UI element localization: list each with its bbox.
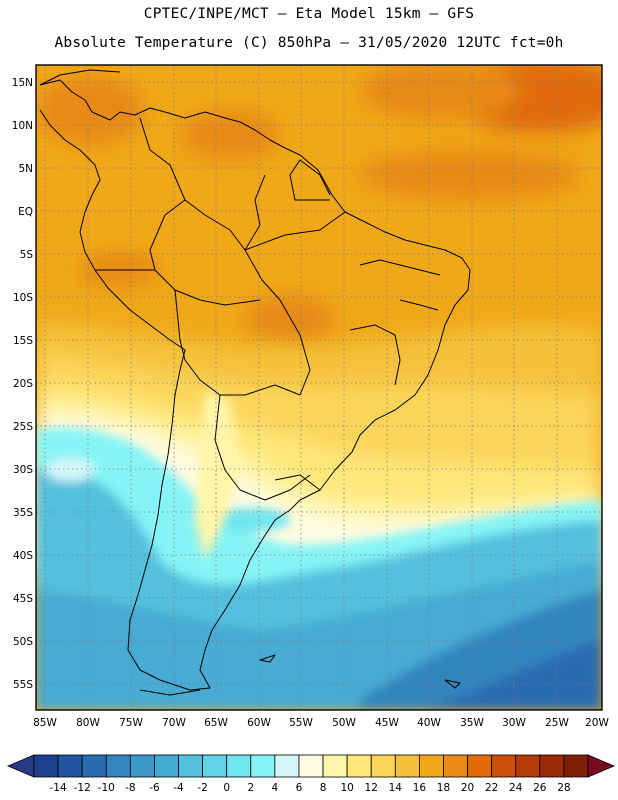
lon-label: 20W	[585, 717, 609, 729]
colorbar-swatch	[443, 754, 468, 778]
colorbar-swatch	[467, 754, 493, 778]
colorbar-swatch	[539, 754, 565, 778]
lat-label: EQ	[18, 206, 33, 218]
lat-label: 5N	[18, 163, 33, 175]
colorbar-swatch	[370, 754, 396, 778]
colorbar-swatch	[563, 754, 589, 778]
colorbar-tick-label: 28	[557, 782, 570, 794]
lat-label: 55S	[13, 679, 33, 691]
longitude-labels: 85W 80W 75W 70W 65W 60W 55W 50W 45W 40W …	[33, 717, 609, 729]
colorbar-tick-label: 4	[272, 782, 279, 794]
lon-label: 70W	[162, 717, 186, 729]
colorbar-swatch	[418, 754, 444, 778]
colorbar-swatch	[298, 754, 324, 778]
lon-label: 85W	[33, 717, 57, 729]
lon-label: 30W	[502, 717, 526, 729]
lon-label: 45W	[375, 717, 399, 729]
colorbar-tick-label: -2	[197, 782, 207, 794]
colorbar-swatch	[33, 754, 59, 778]
lat-label: 50S	[13, 636, 33, 648]
lon-label: 75W	[119, 717, 143, 729]
colorbar-low-arrow	[6, 754, 35, 778]
lon-label: 60W	[247, 717, 271, 729]
colorbar-swatch	[57, 754, 83, 778]
colorbar-tick-label: 18	[437, 782, 450, 794]
colorbar-swatch	[346, 754, 372, 778]
coastlines	[39, 69, 471, 696]
lat-label: 15S	[13, 335, 33, 347]
latitude-labels: 15N 10N 5N EQ 5S 10S 15S 20S 25S 30S 35S…	[12, 77, 34, 691]
lat-label: 10S	[13, 292, 33, 304]
colorbar-swatch	[394, 754, 420, 778]
colorbar-tick-label: 16	[413, 782, 427, 794]
colorbar-swatch	[274, 754, 300, 778]
colorbar-tick-label: -8	[125, 782, 135, 794]
colorbar-tick-label: 26	[533, 782, 547, 794]
lon-label: 65W	[204, 717, 228, 729]
lon-label: 50W	[332, 717, 356, 729]
lat-label: 25S	[13, 421, 33, 433]
colorbar-high-arrow	[587, 754, 616, 778]
colorbar-tick-label: 14	[389, 782, 403, 794]
lon-label: 55W	[289, 717, 313, 729]
lat-label: 35S	[13, 507, 33, 519]
colorbar-tick-label: 2	[247, 782, 254, 794]
lat-label: 5S	[20, 249, 34, 261]
color-scale-legend: -14 -12 -10 -8 -6 -4 -2 0 2 4 6 8 10 12 14 16 18 20 22 24 26…	[6, 754, 616, 794]
colorbar-tick-label: -14	[50, 782, 67, 794]
colorbar-swatch	[322, 754, 348, 778]
colorbar-tick-label: 24	[509, 782, 523, 794]
lat-label: 30S	[13, 464, 33, 476]
lat-label: 45S	[13, 593, 33, 605]
shaded-field	[36, 65, 602, 710]
lon-label: 40W	[417, 717, 441, 729]
colorbar-tick-label: 8	[320, 782, 327, 794]
colorbar-tick-label: 22	[485, 782, 498, 794]
colorbar-swatch	[178, 754, 204, 778]
colorbar-tick-label: 12	[365, 782, 378, 794]
colorbar-swatch	[81, 754, 107, 778]
map-frame	[35, 64, 603, 711]
map-title-line-2: Absolute Temperature (C) 850hPa – 31/05/…	[54, 35, 564, 51]
colorbar-swatch	[250, 754, 276, 778]
colorbar-swatch	[105, 754, 131, 778]
colorbar-swatch	[129, 754, 155, 778]
colorbar-tick-label: -4	[173, 782, 184, 794]
colorbar-swatch	[202, 754, 228, 778]
lat-label: 10N	[12, 120, 33, 132]
colorbar-tick-label: 10	[340, 782, 353, 794]
colorbar-swatch	[154, 754, 179, 778]
map-title-line-1: CPTEC/INPE/MCT – Eta Model 15km – GFS	[143, 6, 475, 22]
lon-label: 25W	[545, 717, 569, 729]
colorbar-tick-label: 6	[296, 782, 303, 794]
colorbar-tick-label: 20	[461, 782, 474, 794]
colorbar-tick-label: -10	[98, 782, 115, 794]
lat-label: 15N	[12, 77, 33, 89]
lat-label: 20S	[13, 378, 33, 390]
lat-label: 40S	[13, 550, 33, 562]
colorbar-swatch	[515, 754, 541, 778]
colorbar-tick-label: -12	[74, 782, 91, 794]
colorbar-tick-label: 0	[223, 782, 230, 794]
colorbar-tick-label: -6	[149, 782, 160, 794]
lon-label: 80W	[76, 717, 100, 729]
colorbar-swatch	[226, 754, 252, 778]
colorbar-swatch	[491, 754, 517, 778]
lon-label: 35W	[460, 717, 484, 729]
